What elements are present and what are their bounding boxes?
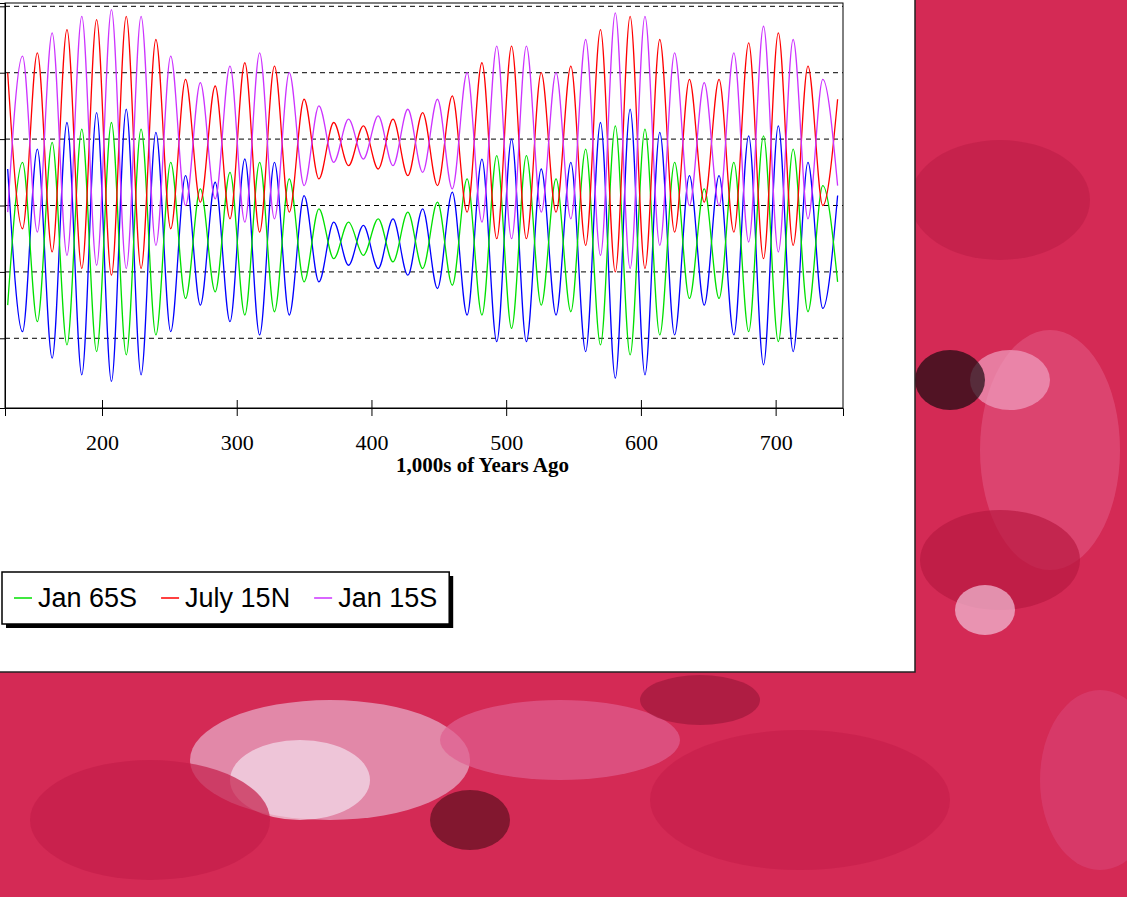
y-tick-mark <box>0 272 5 273</box>
legend-label: July 15N <box>185 583 290 613</box>
x-axis-title: 1,000s of Years Ago <box>396 453 569 477</box>
panel <box>0 0 915 672</box>
x-tick-mark <box>776 400 777 416</box>
plot-area <box>8 10 838 382</box>
legend-box <box>2 572 449 624</box>
y-tick <box>0 73 5 74</box>
texture <box>1040 690 1127 870</box>
y-tick <box>0 139 5 140</box>
legend-swatch <box>14 597 32 599</box>
legend-swatch <box>314 597 332 599</box>
texture <box>955 585 1015 635</box>
series-line <box>8 16 838 275</box>
x-tick-mark <box>102 400 103 416</box>
plot-frame <box>5 3 843 408</box>
y-tick-mark <box>0 338 5 339</box>
x-tick-label: 700 <box>760 430 793 455</box>
texture <box>30 760 270 880</box>
texture <box>915 350 985 410</box>
legend-entry: Jan 15S <box>314 583 437 613</box>
y-tick <box>0 6 5 7</box>
y-tick <box>0 338 5 339</box>
texture <box>910 140 1090 260</box>
x-tick-mark <box>237 400 238 416</box>
legend-entry: Jan 65S <box>14 583 137 613</box>
x-tick-mark <box>371 400 372 416</box>
texture <box>640 675 760 725</box>
x-tick-label: 300 <box>221 430 254 455</box>
x-axis: 200 300 400 500 600 700 <box>6 400 844 455</box>
x-tick-label: 200 <box>86 430 119 455</box>
x-tick: 500 <box>490 400 523 455</box>
y-tick-mark <box>0 73 5 74</box>
grid-line <box>5 271 843 272</box>
y-tick-mark <box>0 6 5 7</box>
y-tick <box>0 272 5 273</box>
grid-line <box>5 139 843 140</box>
x-axis-line <box>6 409 844 417</box>
y-tick <box>0 206 5 207</box>
legend-label: Jan 15S <box>338 583 437 613</box>
texture <box>430 790 510 850</box>
x-tick-mark <box>641 400 642 416</box>
y-tick-mark <box>0 139 5 140</box>
legend-swatch <box>161 597 179 599</box>
texture <box>440 700 680 780</box>
x-tick: 300 <box>221 400 254 455</box>
x-tick: 400 <box>355 400 388 455</box>
grid-line <box>5 338 843 339</box>
legend-entry: July 15N <box>161 583 290 613</box>
x-tick: 600 <box>625 400 658 455</box>
grid-line <box>5 6 843 7</box>
legend-label: Jan 65S <box>38 583 137 613</box>
legend: Jan 65S July 15N Jan 15S <box>2 572 453 628</box>
y-tick-mark <box>0 206 5 207</box>
texture <box>650 730 950 870</box>
x-tick-label: 600 <box>625 430 658 455</box>
x-tick-label: 400 <box>355 430 388 455</box>
series-line <box>8 10 838 269</box>
x-tick: 700 <box>760 400 793 455</box>
series-line <box>8 109 838 381</box>
x-tick-label: 500 <box>490 430 523 455</box>
x-tick: 200 <box>86 400 119 455</box>
canvas: 200 300 400 500 600 700 1,000s of Years Ago Jan… <box>0 0 1127 897</box>
x-tick-mark <box>506 400 507 416</box>
